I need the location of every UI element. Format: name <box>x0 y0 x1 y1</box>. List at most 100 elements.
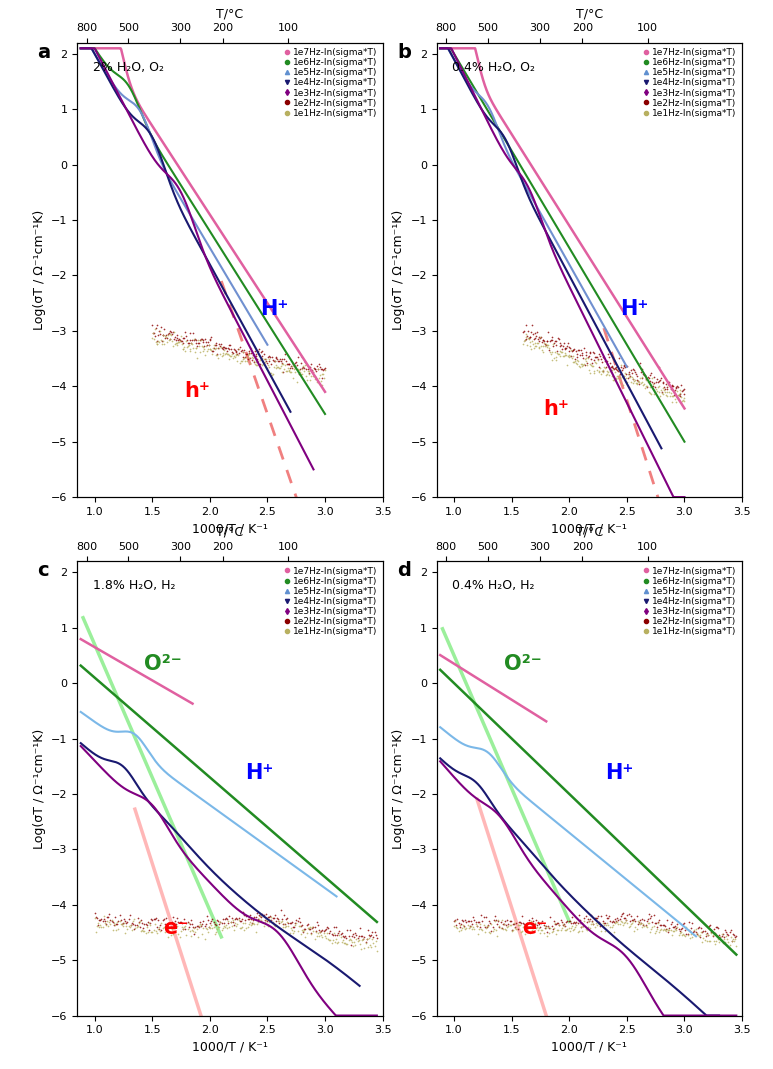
Point <box>233 919 246 936</box>
Point <box>175 915 188 932</box>
Point <box>250 354 263 371</box>
Point <box>619 910 632 927</box>
Point <box>269 917 281 934</box>
Point <box>642 383 655 400</box>
Point <box>526 336 539 353</box>
Point <box>149 320 162 337</box>
Point <box>158 919 170 936</box>
Point <box>632 914 645 931</box>
Point <box>658 382 670 399</box>
Point <box>672 387 684 404</box>
Point <box>261 913 273 930</box>
Point <box>652 373 664 390</box>
Point <box>601 910 613 927</box>
Point <box>230 344 242 361</box>
Point <box>477 909 489 926</box>
Point <box>143 921 155 939</box>
Point <box>215 339 227 356</box>
Point <box>278 907 290 924</box>
Point <box>299 354 312 371</box>
Point <box>309 360 322 377</box>
Point <box>284 915 297 932</box>
Point <box>239 353 251 370</box>
Point <box>553 916 566 933</box>
Point <box>197 331 209 348</box>
Point <box>156 326 169 343</box>
Point <box>726 932 738 949</box>
Point <box>179 342 192 359</box>
Point <box>557 347 569 365</box>
Point <box>549 332 561 350</box>
Point <box>475 920 488 938</box>
Point <box>116 915 128 932</box>
Point <box>608 360 620 377</box>
Point <box>246 352 258 369</box>
Point <box>674 385 686 402</box>
Point <box>326 927 339 944</box>
Point <box>151 336 163 353</box>
Point <box>524 925 536 942</box>
Point <box>190 339 203 356</box>
X-axis label: 1000/T / K⁻¹: 1000/T / K⁻¹ <box>192 523 268 536</box>
Point <box>223 346 236 363</box>
Point <box>548 350 560 367</box>
Point <box>277 918 289 935</box>
Point <box>354 919 366 936</box>
Point <box>533 916 545 933</box>
Point <box>641 377 653 394</box>
Point <box>590 910 602 927</box>
Point <box>589 348 601 366</box>
Point <box>563 346 575 363</box>
Point <box>632 368 644 385</box>
Point <box>248 342 261 359</box>
Point <box>566 917 578 934</box>
Point <box>567 921 579 939</box>
Point <box>550 348 562 366</box>
Point <box>99 912 111 929</box>
Point <box>670 919 683 936</box>
Point <box>202 334 214 351</box>
Point <box>207 918 220 935</box>
Point <box>554 921 567 939</box>
Point <box>134 913 146 930</box>
Point <box>639 377 652 394</box>
Point <box>583 912 595 929</box>
Point <box>636 911 649 928</box>
Text: H⁺: H⁺ <box>245 763 274 784</box>
Point <box>522 330 534 347</box>
Point <box>141 914 154 931</box>
Point <box>313 370 325 387</box>
Point <box>272 913 284 930</box>
Point <box>120 917 132 934</box>
Point <box>636 369 649 386</box>
Point <box>320 920 332 938</box>
Point <box>337 927 349 944</box>
Point <box>257 350 269 367</box>
Point <box>180 327 192 344</box>
Point <box>598 358 611 375</box>
Point <box>644 923 656 940</box>
Point <box>269 907 281 924</box>
Point <box>352 931 365 948</box>
Point <box>141 918 153 935</box>
Point <box>578 913 591 930</box>
Point <box>666 927 678 944</box>
Point <box>450 918 462 935</box>
Point <box>633 373 645 390</box>
Point <box>543 343 556 360</box>
Point <box>90 909 102 926</box>
Point <box>670 388 683 405</box>
Point <box>250 904 263 921</box>
Point <box>168 324 180 341</box>
Point <box>325 934 338 951</box>
Point <box>318 360 330 377</box>
Point <box>241 346 254 363</box>
Point <box>288 357 300 374</box>
Point <box>630 374 642 391</box>
Point <box>584 919 596 936</box>
Point <box>257 907 270 924</box>
Point <box>570 913 583 930</box>
Point <box>642 915 654 932</box>
Point <box>348 929 360 946</box>
Point <box>634 912 646 929</box>
